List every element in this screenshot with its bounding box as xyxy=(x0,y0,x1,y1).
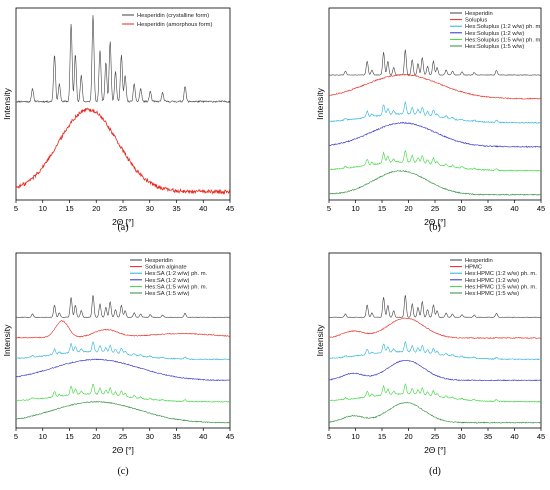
legend-label: Sodium alginate xyxy=(145,265,187,271)
legend: Hesperidin (crystalline form) Hesperidin … xyxy=(122,13,212,28)
y-axis-title: Intensity xyxy=(315,324,325,356)
series-line-3 xyxy=(15,358,231,382)
x-axis-title: 2Θ [°] xyxy=(424,217,446,227)
x-tick-label: 15 xyxy=(378,432,386,441)
x-tick-label: 25 xyxy=(119,204,127,213)
x-tick-label: 25 xyxy=(431,432,439,441)
x-tick-label: 10 xyxy=(351,432,359,441)
legend-label: Hesperidin (amorphous form) xyxy=(137,22,212,28)
series-line-0 xyxy=(15,295,231,318)
x-tick-label: 30 xyxy=(146,432,154,441)
legend-label: Hes:HPMC (1:5 w/w) xyxy=(465,291,519,297)
legend-label: Hesperidin xyxy=(465,258,493,264)
x-tick-label: 10 xyxy=(39,204,47,213)
legend-label: Soluplus xyxy=(465,18,487,24)
x-tick-label: 5 xyxy=(327,432,331,441)
legend-label: Hes:HPMC (1:5 w/w) ph. m. xyxy=(465,284,537,290)
x-tick-label: 15 xyxy=(65,204,73,213)
series-line-4 xyxy=(328,383,542,403)
x-tick-label: 45 xyxy=(226,204,234,213)
legend-label: Hes:Soluplus (1:5 w/w) xyxy=(465,44,524,50)
series-line-1 xyxy=(15,320,231,339)
legend-label: Hes:Soluplus (1:5 w/w) ph. m. xyxy=(465,37,542,43)
x-tick-label: 35 xyxy=(484,204,492,213)
series-line-2 xyxy=(328,101,542,124)
panel-label: (d) xyxy=(429,466,441,477)
x-tick-label: 40 xyxy=(199,204,207,213)
x-tick-label: 35 xyxy=(172,432,180,441)
series-line-0 xyxy=(15,15,231,104)
y-axis-title: Intensity xyxy=(315,87,325,119)
x-tick-label: 20 xyxy=(92,432,100,441)
legend-label: Hes:SA (1:2 w/w) xyxy=(145,278,190,284)
x-tick-label: 15 xyxy=(65,432,73,441)
x-tick-label: 30 xyxy=(457,432,465,441)
x-tick-label: 45 xyxy=(537,204,545,213)
panel-3: 5 10 15 20 25 30 35 40 45 2Θ [°] Intensity Hesperid… xyxy=(315,252,545,477)
x-tick-label: 35 xyxy=(484,432,492,441)
series-line-2 xyxy=(15,341,231,361)
x-tick-label: 40 xyxy=(199,432,207,441)
series-line-5 xyxy=(15,400,231,424)
series-line-3 xyxy=(328,121,542,148)
x-tick-label: 5 xyxy=(14,204,18,213)
series-line-1 xyxy=(15,107,231,195)
plot-frame xyxy=(15,7,231,201)
y-axis-title: Intensity xyxy=(2,87,12,119)
x-tick-label: 15 xyxy=(378,204,386,213)
series-line-1 xyxy=(328,73,542,100)
series-line-3 xyxy=(328,359,542,382)
series-line-0 xyxy=(328,295,542,318)
x-tick-label: 20 xyxy=(404,432,412,441)
legend-label: Hes:SA (1:5 w/w) xyxy=(145,291,190,297)
panel-label: (c) xyxy=(117,466,128,477)
legend-label: Hes:SA (1:5 w/w) ph. m. xyxy=(145,284,208,290)
x-tick-label: 35 xyxy=(172,204,180,213)
x-tick-label: 25 xyxy=(431,204,439,213)
x-tick-label: 10 xyxy=(351,204,359,213)
x-tick-label: 40 xyxy=(510,432,518,441)
x-tick-label: 25 xyxy=(119,432,127,441)
panel-label: (b) xyxy=(429,222,441,233)
x-axis-title: 2Θ [°] xyxy=(112,445,134,455)
x-tick-label: 40 xyxy=(510,204,518,213)
series-line-0 xyxy=(328,49,542,76)
x-tick-label: 5 xyxy=(327,204,331,213)
y-axis-title: Intensity xyxy=(2,324,12,356)
x-tick-label: 20 xyxy=(92,204,100,213)
series-line-4 xyxy=(15,383,231,403)
x-tick-label: 30 xyxy=(146,204,154,213)
x-axis-title: 2Θ [°] xyxy=(112,217,134,227)
x-axis-title: 2Θ [°] xyxy=(424,445,446,455)
legend-label: HPMC xyxy=(465,265,482,271)
legend-label: Hesperidin (crystalline form) xyxy=(137,13,209,19)
panel-2: 5 10 15 20 25 30 35 40 45 2Θ [°] Intensity Hesperid… xyxy=(2,252,234,477)
x-tick-label: 45 xyxy=(537,432,545,441)
legend-label: Hes:Soluplus (1:2 w/w) ph. m. xyxy=(465,24,542,30)
legend-label: Hes:HPMC (1:2 w/w) ph. m. xyxy=(465,271,537,277)
series-line-2 xyxy=(328,341,542,361)
legend-label: Hesperidin xyxy=(145,258,173,264)
series-line-4 xyxy=(328,150,542,172)
legend-label: Hesperidin xyxy=(465,11,493,17)
x-tick-label: 5 xyxy=(14,432,18,441)
x-tick-label: 30 xyxy=(457,204,465,213)
series-line-5 xyxy=(328,402,542,424)
x-tick-label: 45 xyxy=(226,432,234,441)
panel-0: 5 10 15 20 25 30 35 40 45 2Θ [°] Intensity Hesperid… xyxy=(2,7,234,233)
x-tick-label: 20 xyxy=(404,204,412,213)
series-line-5 xyxy=(328,169,542,196)
x-tick-label: 10 xyxy=(39,432,47,441)
series-line-1 xyxy=(328,317,542,339)
panel-label: (a) xyxy=(117,222,128,233)
legend-label: Hes:SA (1:2 w/w) ph. m. xyxy=(145,271,208,277)
panel-1: 5 10 15 20 25 30 35 40 45 2Θ [°] Intensity Hesperid… xyxy=(315,7,545,233)
legend-label: Hes:Soluplus (1:2 w/w) xyxy=(465,31,524,37)
legend-label: Hes:HPMC (1:2 w/w) xyxy=(465,278,519,284)
